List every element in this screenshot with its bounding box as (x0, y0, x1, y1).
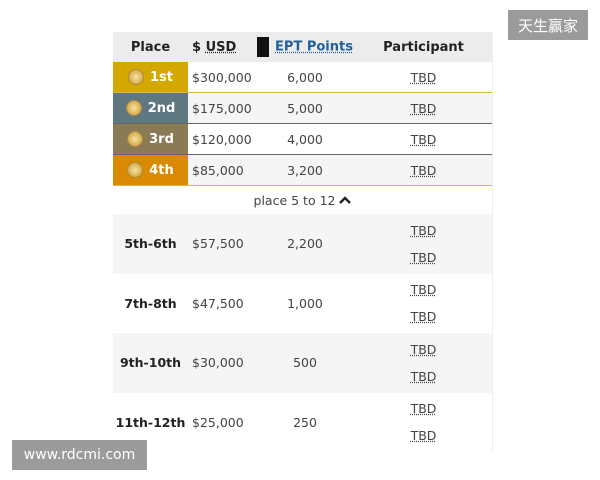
participant-tbd: TBD (410, 428, 437, 444)
payout-table: Place $ USD EPT Points Participant 1st $… (113, 32, 493, 452)
participant-tbd: TBD (410, 69, 437, 85)
points-cell: 5,000 (287, 100, 323, 116)
participant-cell: TBD TBD (355, 401, 492, 443)
place-label: 4th (149, 162, 174, 178)
participant-tbd: TBD (410, 368, 437, 384)
points-cell: 3,200 (287, 162, 323, 178)
place-label: 2nd (147, 100, 176, 116)
chevron-up-icon (339, 196, 352, 204)
header-participant: Participant (383, 39, 464, 55)
points-cell: 6,000 (287, 69, 323, 85)
ept-points-link[interactable]: EPT Points (275, 39, 353, 55)
table-row: 7th-8th $47,500 1,000 TBD TBD (113, 274, 492, 334)
participant-tbd: TBD (410, 309, 437, 325)
table-row: 1st $300,000 6,000 TBD (113, 62, 492, 93)
points-cell: 2,200 (287, 236, 323, 252)
participant-tbd: TBD (410, 162, 437, 178)
points-cell: 1,000 (287, 295, 323, 311)
table-row: 2nd $175,000 5,000 TBD (113, 93, 492, 124)
participant-cell: TBD TBD (355, 282, 492, 324)
participant-tbd: TBD (410, 282, 437, 298)
medal-icon (127, 131, 144, 147)
table-row: 4th $85,000 3,200 TBD (113, 155, 492, 186)
header-ept: EPT Points (255, 37, 355, 57)
usd-cell: $30,000 (192, 355, 244, 371)
usd-cell: $300,000 (192, 69, 252, 85)
header-place: Place (130, 39, 171, 55)
watermark-top: 天生赢家 (508, 10, 588, 40)
place-label: 1st (150, 69, 173, 85)
participant-tbd: TBD (410, 401, 437, 417)
table-row: 11th-12th $25,000 250 TBD TBD (113, 393, 492, 453)
place-cell: 2nd (113, 93, 188, 123)
participant-tbd: TBD (410, 249, 437, 265)
usd-cell: $85,000 (192, 162, 244, 178)
usd-prefix: $ (192, 39, 202, 55)
watermark-bottom: www.rdcmi.com (12, 440, 147, 470)
participant-cell: TBD (355, 163, 492, 178)
place-cell: 11th-12th (115, 414, 186, 430)
usd-cell: $25,000 (192, 414, 244, 430)
participant-tbd: TBD (410, 341, 437, 357)
points-cell: 500 (293, 355, 317, 371)
medal-icon (127, 162, 144, 178)
participant-cell: TBD (355, 101, 492, 116)
points-cell: 250 (293, 414, 317, 430)
place-cell: 7th-8th (124, 295, 177, 311)
place-cell: 9th-10th (119, 355, 182, 371)
participant-cell: TBD (355, 70, 492, 85)
usd-abbr: USD (205, 39, 237, 55)
participant-cell: TBD TBD (355, 342, 492, 384)
participant-tbd: TBD (410, 100, 437, 116)
participant-cell: TBD (355, 132, 492, 147)
place-cell: 3rd (113, 124, 188, 154)
header-usd: $ USD (188, 40, 255, 55)
toggle-label: place 5 to 12 (253, 192, 336, 208)
participant-tbd: TBD (410, 131, 437, 147)
usd-cell: $47,500 (192, 295, 244, 311)
participant-cell: TBD TBD (355, 223, 492, 265)
medal-icon (125, 100, 142, 116)
usd-cell: $57,500 (192, 236, 244, 252)
table-header: Place $ USD EPT Points Participant (113, 32, 492, 62)
participant-tbd: TBD (410, 222, 437, 238)
usd-cell: $175,000 (192, 100, 252, 116)
ept-logo-icon (257, 37, 270, 57)
table-row: 5th-6th $57,500 2,200 TBD TBD (113, 214, 492, 274)
usd-cell: $120,000 (192, 131, 252, 147)
table-row: 3rd $120,000 4,000 TBD (113, 124, 492, 155)
table-row: 9th-10th $30,000 500 TBD TBD (113, 333, 492, 393)
medal-icon (128, 69, 144, 85)
toggle-places-button[interactable]: place 5 to 12 (113, 186, 492, 214)
place-cell: 1st (113, 62, 188, 92)
points-cell: 4,000 (287, 131, 323, 147)
place-label: 3rd (149, 131, 174, 147)
place-cell: 4th (113, 155, 188, 185)
place-cell: 5th-6th (124, 236, 177, 252)
